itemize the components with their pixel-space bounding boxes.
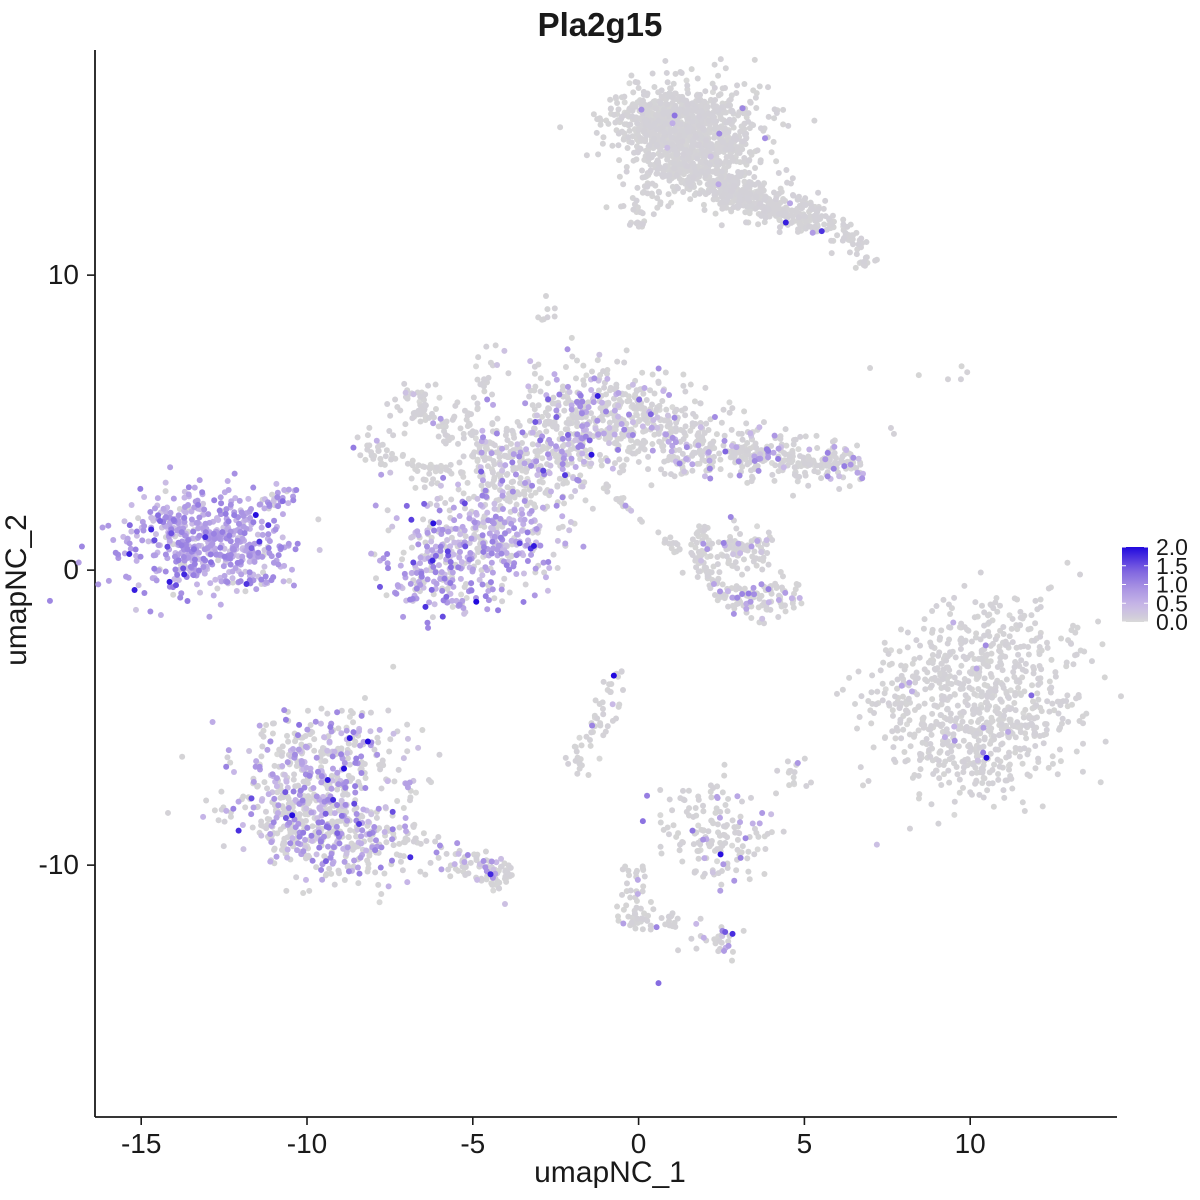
svg-text:10: 10 xyxy=(955,1128,986,1159)
svg-text:-15: -15 xyxy=(121,1128,161,1159)
svg-text:-10: -10 xyxy=(287,1128,327,1159)
svg-text:-5: -5 xyxy=(460,1128,485,1159)
svg-text:umapNC_1: umapNC_1 xyxy=(534,1156,686,1189)
svg-text:umapNC_2: umapNC_2 xyxy=(0,514,33,666)
svg-text:5: 5 xyxy=(797,1128,813,1159)
svg-text:10: 10 xyxy=(48,259,79,290)
svg-text:0: 0 xyxy=(631,1128,647,1159)
svg-text:-10: -10 xyxy=(39,849,79,880)
svg-text:0: 0 xyxy=(63,554,79,585)
